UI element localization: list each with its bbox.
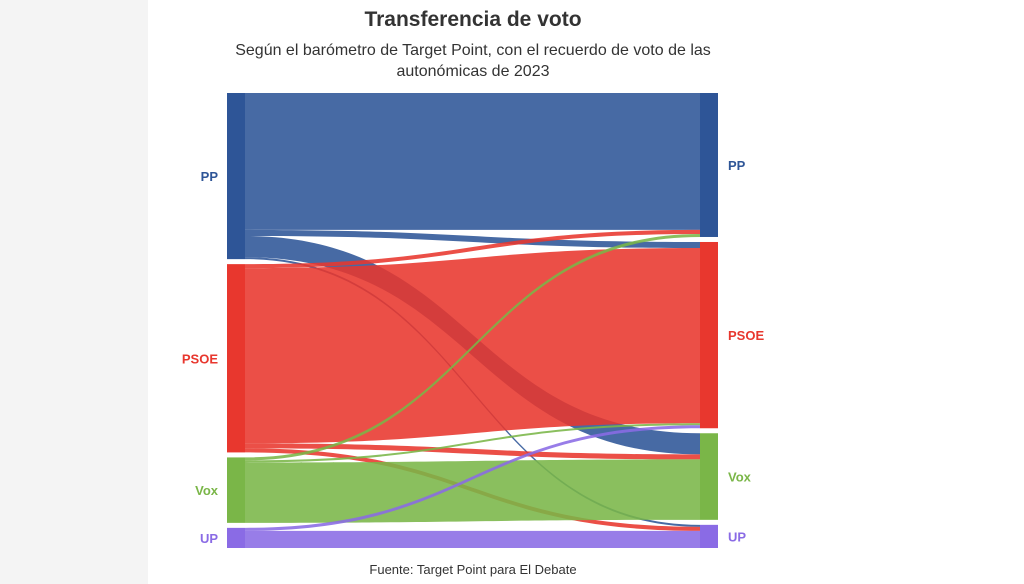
flow-psoe-to-vox	[245, 443, 700, 460]
node-right-psoe	[700, 241, 718, 429]
node-label-right-psoe: PSOE	[728, 328, 764, 343]
flow-vox-to-pp	[245, 233, 700, 461]
node-right-vox	[700, 433, 718, 520]
flow-vox-to-vox	[245, 459, 700, 523]
chart-source: Fuente: Target Point para El Debate	[369, 562, 577, 577]
node-right-up	[700, 524, 718, 548]
flow-up-to-up	[245, 530, 700, 548]
node-label-right-vox: Vox	[728, 470, 752, 485]
node-right-pp	[700, 93, 718, 237]
left-side-panel	[0, 0, 148, 584]
node-label-right-pp: PP	[728, 158, 746, 173]
flows-layer	[245, 93, 700, 548]
node-label-left-psoe: PSOE	[182, 351, 218, 366]
flow-pp-to-psoe	[245, 229, 700, 249]
node-left-up	[227, 527, 245, 548]
node-label-left-vox: Vox	[195, 483, 219, 498]
nodes-layer	[227, 93, 718, 548]
chart-subtitle: Según el barómetro de Target Point, con …	[235, 42, 711, 80]
flow-pp-to-pp	[245, 93, 700, 230]
flow-psoe-to-pp	[245, 229, 700, 269]
node-label-left-up: UP	[200, 531, 218, 546]
node-label-left-pp: PP	[201, 169, 219, 184]
flow-vox-to-psoe	[245, 423, 700, 463]
node-left-vox	[227, 457, 245, 523]
node-left-psoe	[227, 264, 245, 453]
flow-psoe-to-psoe	[245, 248, 700, 444]
node-label-right-up: UP	[728, 529, 746, 544]
labels-layer: PP PSOE Vox UP PP PSOE Vox UP	[182, 158, 765, 546]
chart-title: Transferencia de voto	[364, 8, 582, 31]
flow-up-to-psoe	[245, 425, 700, 531]
node-left-pp	[227, 93, 245, 260]
